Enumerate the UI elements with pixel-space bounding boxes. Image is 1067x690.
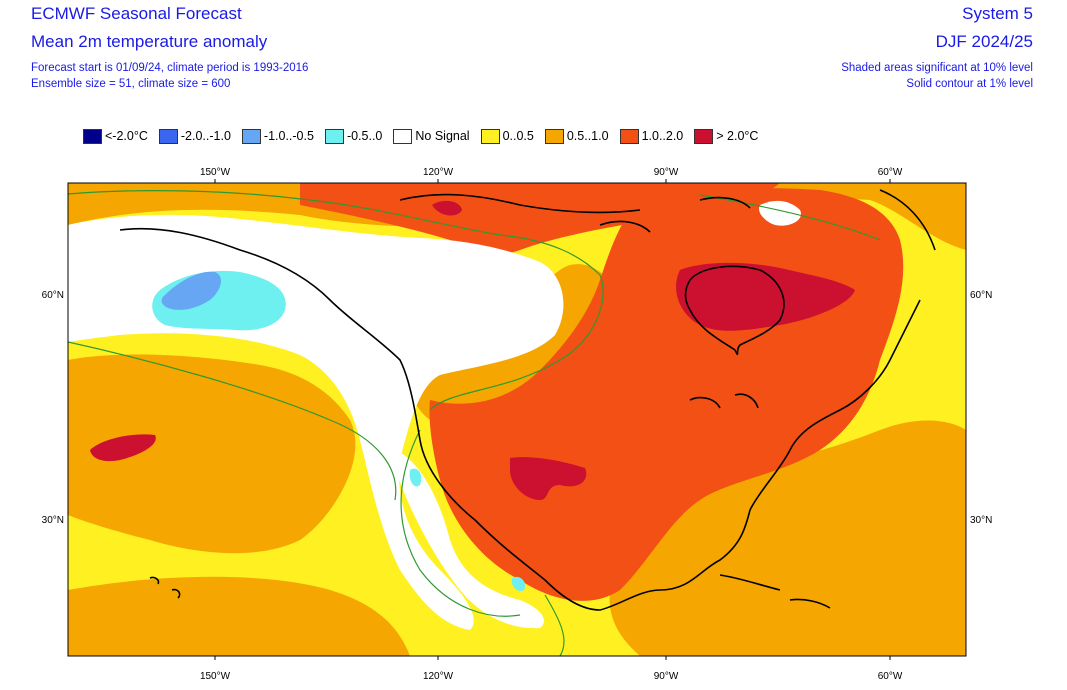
- legend-label: -0.5..0: [346, 129, 383, 143]
- coastline-arctic-islands: [399, 193, 751, 233]
- field-no-signal-greenland: [759, 200, 801, 226]
- lon-label-top: 150°W: [200, 167, 231, 178]
- legend-item: 1.0..2.0: [619, 128, 684, 144]
- system-label: System 5: [962, 4, 1033, 23]
- legend-swatch: [393, 128, 413, 144]
- legend-swatch: [480, 128, 500, 144]
- legend-swatch: [619, 128, 639, 144]
- significance-contours: [68, 190, 881, 656]
- field-cyan-baja-2: [511, 576, 526, 592]
- lon-label-top: 60°W: [878, 167, 903, 178]
- chart-subtitle: Mean 2m temperature anomaly: [31, 32, 268, 51]
- legend-item: No Signal: [393, 128, 470, 144]
- coastline-caribbean: [719, 574, 831, 609]
- forecast-info-line2: Ensemble size = 51, climate size = 600: [31, 78, 231, 90]
- field-darkred-southwest: [510, 457, 587, 500]
- legend-label: -1.0..-0.5: [263, 129, 314, 143]
- chart-title: ECMWF Seasonal Forecast: [31, 4, 242, 23]
- lon-label-top: 90°W: [654, 167, 679, 178]
- field-orange-pacific-south: [68, 576, 410, 656]
- coastline-hudson-bay: [684, 265, 785, 355]
- lon-label-bottom: 60°W: [878, 671, 903, 682]
- map-ticks: [214, 179, 891, 660]
- significance-note-2: Solid contour at 1% level: [906, 78, 1033, 90]
- header-left: ECMWF Seasonal Forecast Mean 2m temperat…: [31, 0, 308, 92]
- legend-swatch: [694, 128, 714, 144]
- contour-line: [68, 190, 604, 411]
- coastline-greenland: [879, 189, 936, 251]
- significance-note-1: Shaded areas significant at 10% level: [841, 62, 1033, 74]
- field-darkred-hudson: [676, 262, 855, 331]
- anomaly-field: [68, 183, 966, 656]
- lat-label-right: 30°N: [970, 515, 992, 526]
- contour-line: [699, 194, 881, 241]
- legend-label: 0..0.5: [502, 129, 534, 143]
- header-right: System 5 DJF 2024/25 Shaded areas signif…: [841, 0, 1033, 92]
- contour-line: [544, 594, 565, 656]
- legend-swatch: [83, 128, 102, 144]
- contour-line: [400, 429, 521, 617]
- field-red-orange-arctic: [300, 183, 780, 254]
- legend-item: > 2.0°C: [694, 128, 759, 144]
- field-cyan-baja-1: [409, 468, 422, 487]
- legend-item: 0.5..1.0: [544, 128, 609, 144]
- legend-label: No Signal: [415, 129, 470, 143]
- legend-item: -0.5..0: [324, 128, 383, 144]
- lat-label-right: 60°N: [970, 290, 992, 301]
- coastline-north-america: [119, 227, 921, 611]
- season-label: DJF 2024/25: [935, 32, 1033, 51]
- lon-label-top: 120°W: [423, 167, 454, 178]
- field-darkred-arctic: [432, 200, 462, 216]
- legend-label: 1.0..2.0: [641, 129, 684, 143]
- legend-item: -2.0..-1.0: [158, 128, 231, 144]
- legend-item: <-2.0°C: [83, 128, 148, 144]
- lon-label-bottom: 90°W: [654, 671, 679, 682]
- field-no-signal-baja: [394, 450, 544, 629]
- legend-label: <-2.0°C: [105, 129, 148, 143]
- lon-label-bottom: 150°W: [200, 671, 231, 682]
- legend-label: 0.5..1.0: [566, 129, 609, 143]
- legend-swatch: [241, 128, 261, 144]
- legend-swatch: [158, 128, 178, 144]
- lat-label-left: 30°N: [42, 515, 64, 526]
- field-darkred-pacific: [90, 434, 156, 462]
- lat-label-left: 60°N: [42, 290, 64, 301]
- lon-label-bottom: 120°W: [423, 671, 454, 682]
- legend: <-2.0°C -2.0..-1.0 -1.0..-0.5 -0.5..0 No…: [83, 127, 769, 145]
- coastline-great-lakes: [689, 393, 759, 409]
- coastline-hawaii: [149, 576, 181, 599]
- legend-label: > 2.0°C: [716, 129, 759, 143]
- legend-item: -1.0..-0.5: [241, 128, 314, 144]
- coastlines: [119, 189, 936, 611]
- map-frame: [67, 182, 967, 657]
- legend-swatch: [544, 128, 564, 144]
- field-lightblue-alaska: [161, 271, 222, 310]
- forecast-info-line1: Forecast start is 01/09/24, climate peri…: [31, 62, 309, 74]
- legend-item: 0..0.5: [480, 128, 534, 144]
- field-orange-pacific: [68, 354, 356, 554]
- legend-label: -2.0..-1.0: [180, 129, 231, 143]
- contour-line: [68, 341, 397, 501]
- legend-swatch: [324, 128, 344, 144]
